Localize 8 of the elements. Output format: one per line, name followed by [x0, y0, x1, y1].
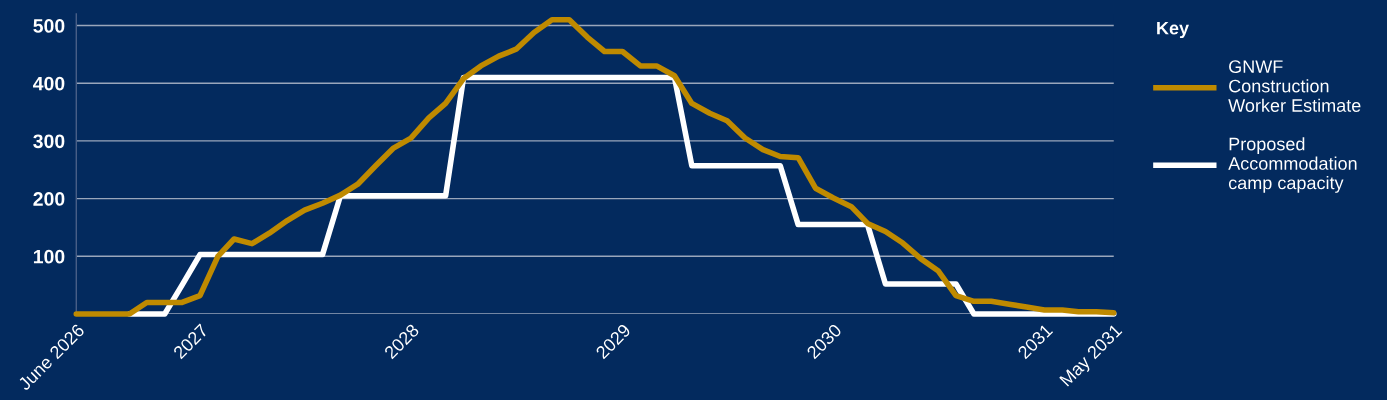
y-tick-label: 300: [33, 134, 65, 149]
y-tick-label: 200: [33, 192, 65, 206]
legend-label: GNWF Construction Worker Estimate: [1228, 60, 1361, 112]
legend-title: Key: [1157, 21, 1189, 39]
legend-label: Proposed Accommodation camp capacity: [1228, 137, 1357, 193]
y-tick-label: 100: [33, 249, 65, 264]
y-tick-label: 500: [33, 19, 65, 33]
y-tick-label: 400: [33, 76, 65, 91]
